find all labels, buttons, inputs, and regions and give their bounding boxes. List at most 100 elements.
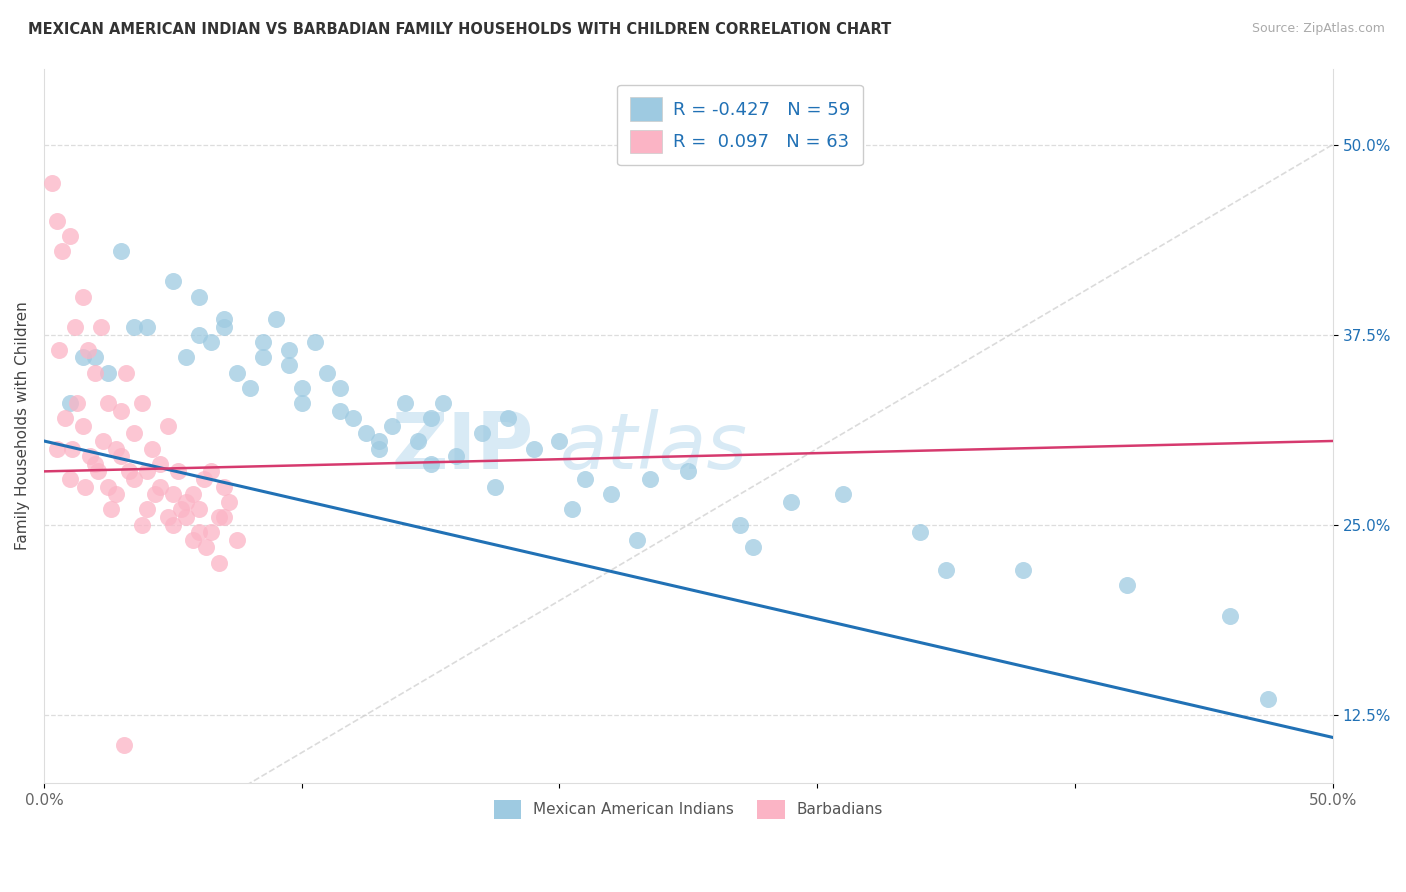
- Point: [264, 312, 287, 326]
- Point: [471, 426, 494, 441]
- Text: ZIP: ZIP: [391, 409, 534, 485]
- Point: [141, 442, 163, 456]
- Point: [51, 244, 73, 258]
- Point: [131, 517, 153, 532]
- Point: [208, 556, 231, 570]
- Text: atlas: atlas: [560, 409, 748, 485]
- Point: [143, 487, 166, 501]
- Point: [87, 464, 110, 478]
- Point: [97, 480, 120, 494]
- Point: [156, 418, 179, 433]
- Point: [342, 411, 364, 425]
- Point: [110, 403, 132, 417]
- Point: [84, 457, 107, 471]
- Point: [187, 289, 209, 303]
- Point: [187, 327, 209, 342]
- Point: [79, 449, 101, 463]
- Point: [316, 366, 339, 380]
- Point: [195, 541, 218, 555]
- Point: [149, 457, 172, 471]
- Point: [780, 495, 803, 509]
- Point: [277, 343, 299, 357]
- Point: [136, 464, 159, 478]
- Point: [368, 442, 391, 456]
- Point: [496, 411, 519, 425]
- Point: [193, 472, 215, 486]
- Point: [136, 320, 159, 334]
- Point: [252, 335, 274, 350]
- Point: [291, 396, 314, 410]
- Point: [131, 396, 153, 410]
- Point: [112, 738, 135, 752]
- Point: [110, 449, 132, 463]
- Point: [136, 502, 159, 516]
- Point: [97, 366, 120, 380]
- Point: [187, 525, 209, 540]
- Point: [149, 480, 172, 494]
- Point: [200, 335, 222, 350]
- Point: [728, 517, 751, 532]
- Point: [239, 381, 262, 395]
- Point: [1219, 608, 1241, 623]
- Point: [115, 366, 138, 380]
- Point: [446, 449, 468, 463]
- Point: [63, 320, 86, 334]
- Point: [169, 502, 191, 516]
- Point: [60, 442, 83, 456]
- Point: [90, 320, 112, 334]
- Point: [122, 320, 145, 334]
- Point: [935, 563, 957, 577]
- Point: [329, 403, 352, 417]
- Point: [381, 418, 404, 433]
- Point: [91, 434, 114, 448]
- Point: [162, 274, 184, 288]
- Legend: Mexican American Indians, Barbadians: Mexican American Indians, Barbadians: [488, 794, 889, 825]
- Point: [678, 464, 700, 478]
- Point: [214, 312, 236, 326]
- Point: [45, 213, 67, 227]
- Point: [200, 525, 222, 540]
- Text: MEXICAN AMERICAN INDIAN VS BARBADIAN FAMILY HOUSEHOLDS WITH CHILDREN CORRELATION: MEXICAN AMERICAN INDIAN VS BARBADIAN FAM…: [28, 22, 891, 37]
- Point: [394, 396, 416, 410]
- Point: [41, 176, 63, 190]
- Point: [419, 411, 441, 425]
- Point: [45, 442, 67, 456]
- Point: [76, 343, 98, 357]
- Point: [277, 358, 299, 372]
- Point: [48, 343, 70, 357]
- Point: [72, 351, 94, 365]
- Point: [53, 411, 76, 425]
- Point: [105, 442, 128, 456]
- Point: [59, 472, 82, 486]
- Point: [419, 457, 441, 471]
- Point: [200, 464, 222, 478]
- Y-axis label: Family Households with Children: Family Households with Children: [15, 301, 30, 550]
- Point: [304, 335, 326, 350]
- Point: [741, 541, 763, 555]
- Point: [406, 434, 429, 448]
- Point: [329, 381, 352, 395]
- Point: [484, 480, 506, 494]
- Point: [354, 426, 377, 441]
- Point: [561, 502, 583, 516]
- Point: [600, 487, 623, 501]
- Point: [59, 396, 82, 410]
- Point: [910, 525, 932, 540]
- Point: [59, 228, 82, 243]
- Point: [214, 480, 236, 494]
- Point: [122, 426, 145, 441]
- Point: [208, 510, 231, 524]
- Point: [156, 510, 179, 524]
- Point: [75, 480, 97, 494]
- Point: [183, 533, 205, 547]
- Point: [162, 517, 184, 532]
- Point: [84, 351, 107, 365]
- Point: [105, 487, 128, 501]
- Point: [1257, 692, 1279, 706]
- Point: [523, 442, 546, 456]
- Point: [291, 381, 314, 395]
- Point: [626, 533, 648, 547]
- Point: [72, 418, 94, 433]
- Point: [72, 289, 94, 303]
- Point: [174, 351, 197, 365]
